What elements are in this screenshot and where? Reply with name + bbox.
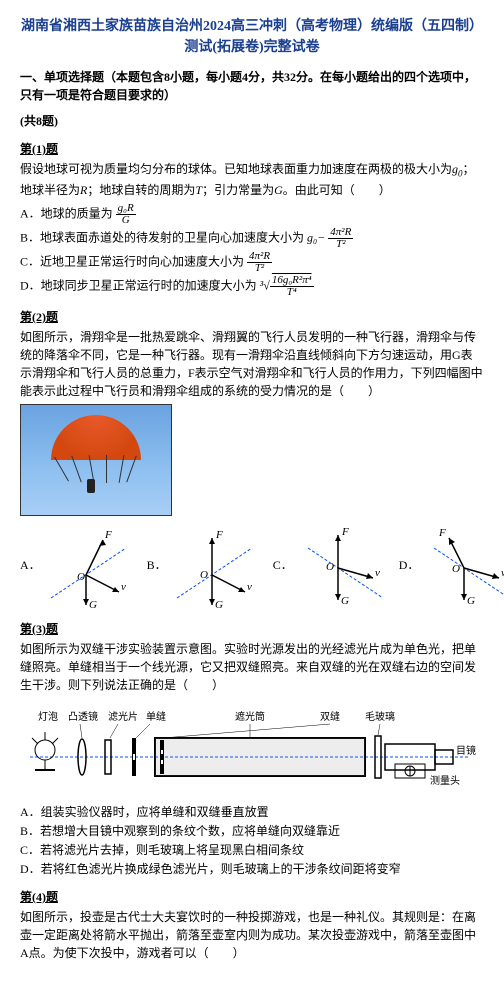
q1-text: 假设地球可视为质量均匀分布的球体。已知地球表面重力加速度在两极的极大小为g0 ；地… <box>20 160 484 199</box>
parachute-canopy <box>51 415 141 460</box>
lbl-eye: 目镜 <box>456 744 476 757</box>
q1-t1: 假设地球可视为质量均匀分布的球体。已知地球表面重力加速度在两极的极大小为 <box>20 162 452 176</box>
q3-choice-a: A．组装实验仪器时，应将单缝和双缝垂直放置 <box>20 803 484 821</box>
q2-text: 如图所示，滑翔伞是一批热爱跳伞、滑翔翼的飞行人员发明的一种飞行器，滑翔伞与传统的… <box>20 328 484 400</box>
page-title: 湖南省湘西土家族苗族自治州2024高三冲刺（高考物理）统编版（五四制）测试(拓展… <box>20 16 484 58</box>
label: D．地球同步卫星正常运行时的加速度大小为 <box>20 278 257 292</box>
den: T² <box>247 263 272 274</box>
svg-text:F: F <box>438 527 446 539</box>
lbl-double: 双缝 <box>320 710 340 723</box>
svg-text:F: F <box>341 526 349 538</box>
section-count: (共8题) <box>20 112 484 130</box>
q1-t3: ；地球自转的周期为 <box>87 183 195 197</box>
q2-diagrams: A． O F G v B． O F G <box>20 520 484 610</box>
O: O <box>77 571 85 583</box>
q2-diagram-d: O F G v <box>419 520 504 610</box>
q2-diagram-a: O F G v <box>41 520 141 610</box>
q3-choice-d: D．若将红色滤光片换成绿色滤光片，则毛玻璃上的干涉条纹间距将变窄 <box>20 860 484 878</box>
q2-label: 第(2)题 <box>20 308 484 326</box>
q2-photo <box>20 404 172 516</box>
q2-b-label: B． <box>147 556 167 574</box>
label: C．近地卫星正常运行时向心加速度大小为 <box>20 254 244 268</box>
svg-text:O: O <box>326 561 334 573</box>
parachute-person <box>87 479 95 493</box>
q1-t4: ；引力常量为 <box>202 183 274 197</box>
q3-choice-c: C．若将滤光片去掉，则毛玻璃上将呈现黑白相间条纹 <box>20 841 484 859</box>
q1-g0: g0 <box>452 162 463 176</box>
lbl-ruler: 测量头 <box>430 774 460 787</box>
q1-root: ³√ <box>260 278 270 292</box>
q1-fracB: 4π²RT² <box>328 227 353 250</box>
q2-diagram-b: O F G v <box>167 520 267 610</box>
q1-label: 第(1)题 <box>20 140 484 158</box>
lbl-single: 单缝 <box>146 710 166 723</box>
svg-text:v: v <box>375 567 380 579</box>
q3-choice-b: B．若想增大目镜中观察到的条纹个数，应将单缝向双缝靠近 <box>20 822 484 840</box>
q1-fracD: 16g₀R²π⁴T⁴ <box>270 275 314 298</box>
lbl-lens: 凸透镜 <box>68 710 98 723</box>
F: F <box>104 529 112 541</box>
svg-text:O: O <box>200 569 208 581</box>
label: A．地球的质量为 <box>20 206 113 220</box>
svg-text:v: v <box>247 581 252 593</box>
den: T² <box>328 239 353 250</box>
q1-choices: A．地球的质量为 g₀RG B．地球表面赤道处的待发射的卫星向心加速度大小为 g… <box>20 203 484 298</box>
svg-text:G: G <box>215 599 223 610</box>
q3-label: 第(3)题 <box>20 620 484 638</box>
den: T⁴ <box>270 287 314 298</box>
lead: g₀− <box>307 230 325 244</box>
q1-choice-d: D．地球同步卫星正常运行时的加速度大小为 ³√16g₀R²π⁴T⁴ <box>20 275 484 298</box>
G: G <box>89 599 97 610</box>
q1-choice-c: C．近地卫星正常运行时向心加速度大小为 4π²RT² <box>20 251 484 274</box>
q1-t5: 。由此可知（ ） <box>283 183 391 197</box>
v: v <box>121 581 126 593</box>
q4-text: 如图所示，投壶是古代士大夫宴饮时的一种投掷游戏，也是一种礼仪。其规则是：在离壶一… <box>20 908 484 962</box>
den: G <box>116 215 136 226</box>
svg-text:G: G <box>467 595 475 607</box>
q2-d-label: D． <box>399 556 420 574</box>
q3-text: 如图所示为双缝干涉实验装置示意图。实验时光源发出的光经滤光片成为单色光，把单缝照… <box>20 640 484 694</box>
q3-apparatus: 灯泡 凸透镜 滤光片 单缝 遮光筒 双缝 毛玻璃 目镜 测量头 <box>20 702 480 792</box>
svg-text:O: O <box>452 563 460 575</box>
svg-text:G: G <box>341 595 349 607</box>
svg-text:F: F <box>215 529 223 541</box>
q2-c-label: C． <box>273 556 293 574</box>
q1-fracC: 4π²RT² <box>247 251 272 274</box>
q2-diagram-c: O F G v <box>293 520 393 610</box>
lbl-filter: 滤光片 <box>108 710 138 723</box>
lbl-lamp: 灯泡 <box>38 710 58 723</box>
q1-choice-b: B．地球表面赤道处的待发射的卫星向心加速度大小为 g₀− 4π²RT² <box>20 227 484 250</box>
lbl-screen: 毛玻璃 <box>365 710 395 723</box>
q1-G: G <box>274 183 283 197</box>
section-heading: 一、单项选择题（本题包含8小题，每小题4分，共32分。在每小题给出的四个选项中，… <box>20 68 484 104</box>
q2-a-label: A． <box>20 556 41 574</box>
q3-choices: A．组装实验仪器时，应将单缝和双缝垂直放置 B．若想增大目镜中观察到的条纹个数，… <box>20 803 484 878</box>
label: B．地球表面赤道处的待发射的卫星向心加速度大小为 <box>20 230 304 244</box>
q1-choice-a: A．地球的质量为 g₀RG <box>20 203 484 226</box>
q4-label: 第(4)题 <box>20 888 484 906</box>
q1-fracA: g₀RG <box>116 203 136 226</box>
lbl-shade: 遮光筒 <box>235 710 265 723</box>
